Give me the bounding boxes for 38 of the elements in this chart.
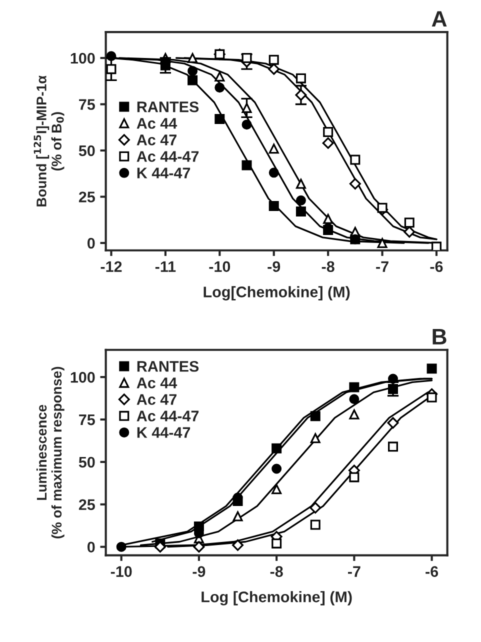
chart-title: A — [432, 11, 447, 27]
x-tick-label: -7 — [376, 261, 388, 272]
y-tick-label: 25 — [78, 499, 95, 510]
y-tick-label: 50 — [78, 456, 95, 468]
y-tick-label: 0 — [88, 542, 95, 553]
x-axis-title: Log [Chemokine] (M) — [202, 591, 352, 606]
y-tick-label: 100 — [70, 52, 95, 64]
legend-label: Ac 44 — [136, 378, 178, 388]
y-tick-label: 25 — [78, 192, 95, 202]
legend-label: Ac 44-47 — [136, 151, 199, 162]
x-tick-label: -8 — [270, 566, 283, 577]
legend-label: RANTES — [137, 101, 199, 112]
x-tick-label: -7 — [348, 566, 360, 577]
legend-label: Ac 44 — [136, 118, 178, 129]
x-tick-label: -11 — [155, 261, 176, 272]
legend-label: K 44-47 — [137, 168, 190, 178]
y-tick-label: 75 — [79, 99, 95, 110]
legend-label: RANTES — [137, 360, 199, 372]
x-tick-label: -9 — [192, 566, 206, 577]
x-tick-label: -8 — [322, 261, 334, 272]
chart-title: B — [432, 329, 446, 344]
y-tick-label: 100 — [70, 372, 95, 383]
y-axis-title: Bound [$^{125}$I]-MIP-1α (% of B$_{0}$) — [34, 75, 64, 206]
y-tick-label: 50 — [78, 145, 95, 156]
legend-label: Ac 44-47 — [136, 410, 199, 422]
x-tick-label: -10 — [110, 566, 132, 577]
x-tick-label: -9 — [268, 261, 280, 272]
x-tick-label: -6 — [426, 566, 438, 577]
legend-label: Ac 47 — [136, 394, 176, 405]
y-axis-title: Luminescence (% of maximum response) — [36, 366, 64, 538]
x-axis-title: Log[Chemokine] (M) — [204, 286, 350, 300]
legend-label: K 44-47 — [137, 427, 190, 438]
x-tick-label: -6 — [430, 261, 443, 272]
x-tick-label: -12 — [100, 261, 122, 272]
y-tick-label: 75 — [79, 414, 95, 426]
y-tick-label: 0 — [88, 238, 95, 249]
legend-label: Ac 47 — [136, 134, 176, 146]
x-tick-label: -10 — [209, 261, 230, 272]
